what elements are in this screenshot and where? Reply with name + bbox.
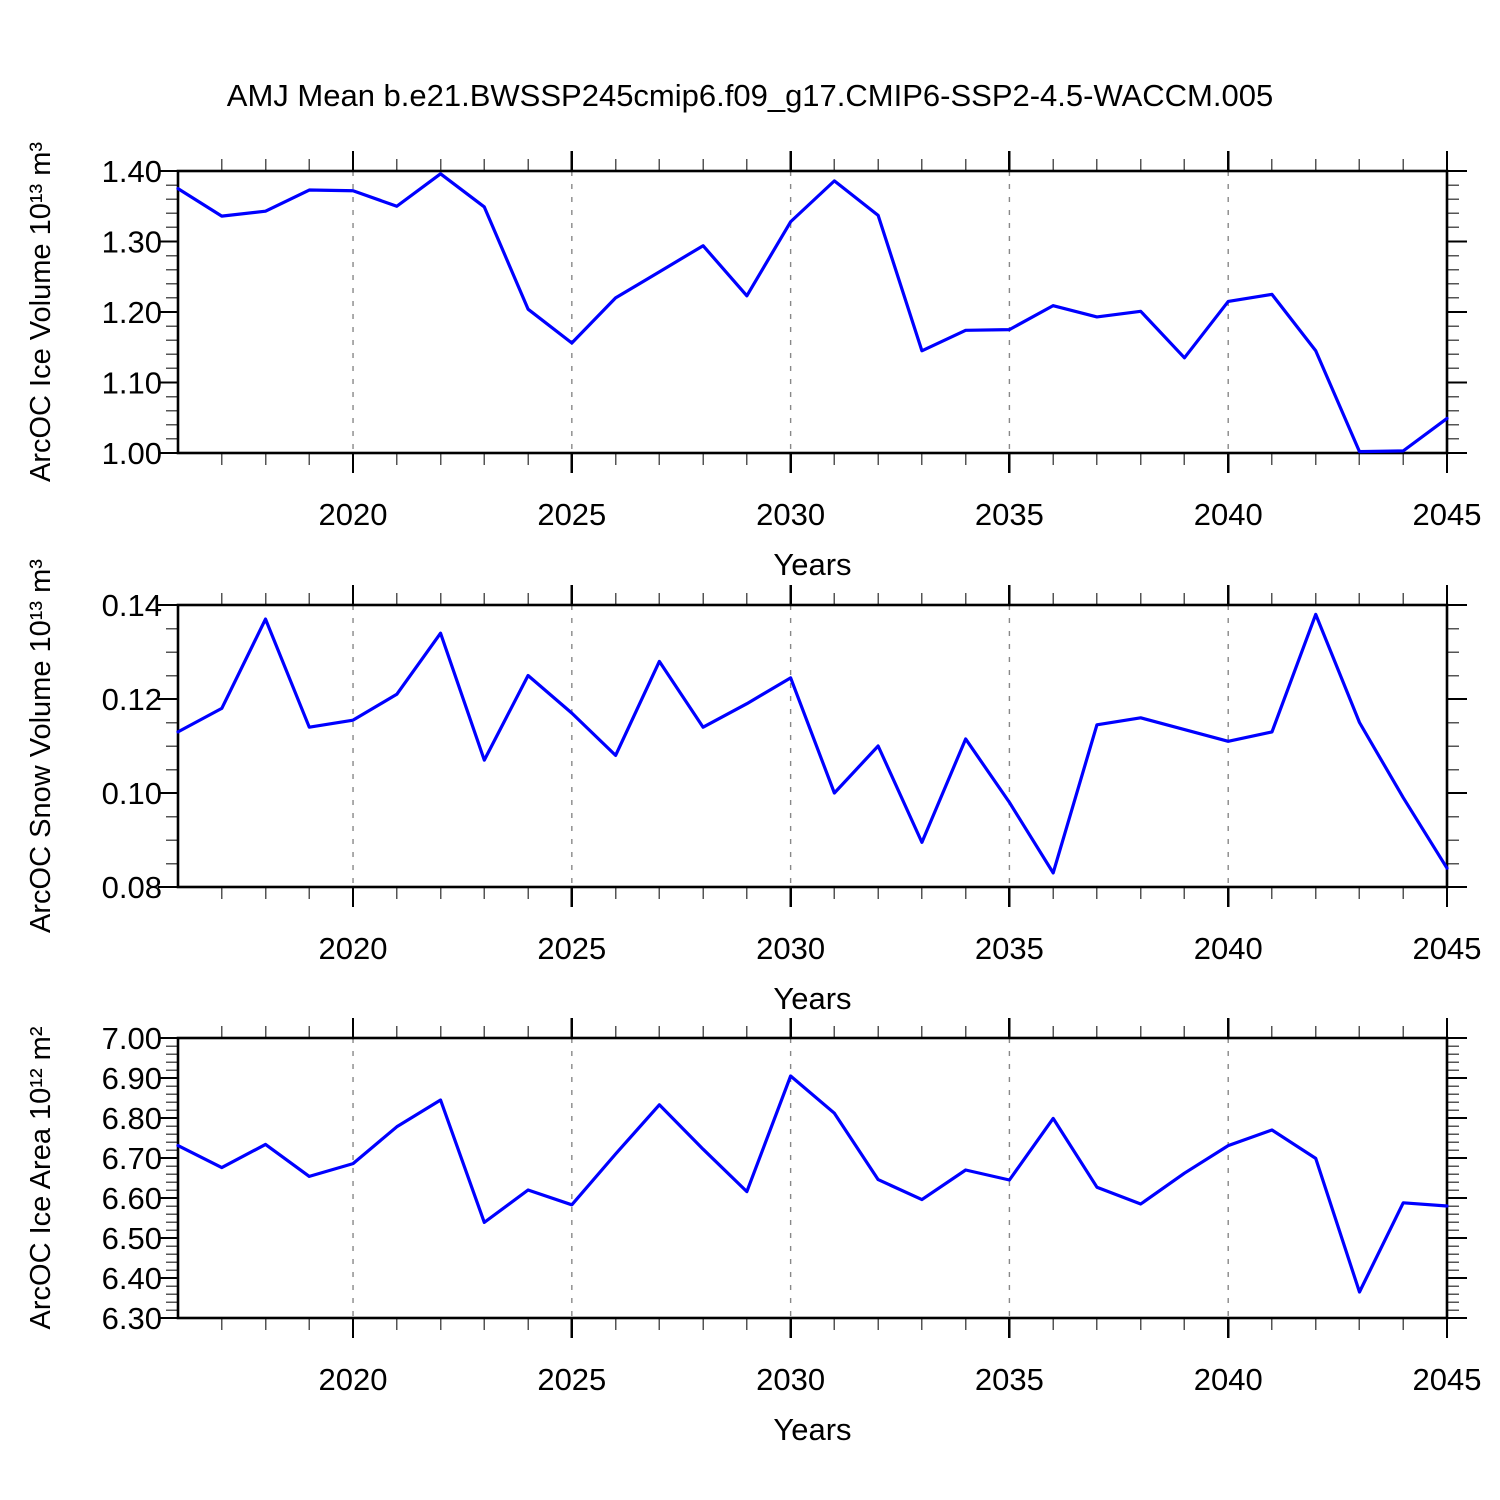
y-tick-label-0.10: 0.10	[102, 776, 162, 811]
x-tick-label-2040: 2040	[1194, 1362, 1263, 1397]
x-tick-label-2025: 2025	[537, 931, 606, 966]
x-tick-labels: 2020 2025 2030 2035 2040 2045	[319, 1362, 1482, 1397]
x-axis-title: Years	[773, 547, 851, 582]
y-axis-title-snow-volume: ArcOC Snow Volume 10¹³ m³	[25, 559, 57, 933]
x-tick-label-2035: 2035	[975, 1362, 1044, 1397]
x-tick-label-2040: 2040	[1194, 497, 1263, 532]
major-ticks	[158, 585, 1467, 907]
panel-frame	[176, 603, 1449, 889]
y-tick-labels: 6.30 6.40 6.50 6.60 6.70 6.80 6.90 7.00	[102, 1021, 162, 1336]
y-axis-title-ice-area: ArcOC Ice Area 10¹² m²	[25, 1026, 57, 1329]
panel-ice-volume: 1.00 1.10 1.20 1.30 1.40 2020 2025 2030 2035 2040…	[25, 142, 1481, 582]
panel-ice-area: 6.30 6.40 6.50 6.60 6.70 6.80 6.90 7.00 2020 2025…	[25, 1018, 1481, 1447]
x-axis-title: Years	[773, 1412, 851, 1447]
minor-ticks	[166, 593, 1459, 899]
y-tick-label-1.40: 1.40	[102, 154, 162, 189]
major-ticks	[158, 1018, 1467, 1338]
x-tick-label-2045: 2045	[1413, 497, 1482, 532]
chart-title: AMJ Mean b.e21.BWSSP245cmip6.f09_g17.CMI…	[226, 78, 1274, 113]
ice-volume-line	[176, 172, 1449, 454]
y-tick-labels: 0.08 0.10 0.12 0.14	[102, 588, 162, 905]
y-tick-label-7.00: 7.00	[102, 1021, 162, 1056]
y-tick-label-6.70: 6.70	[102, 1141, 162, 1176]
y-tick-labels: 1.00 1.10 1.20 1.30 1.40	[102, 154, 162, 471]
snow-volume-line	[176, 612, 1449, 875]
major-ticks	[158, 151, 1467, 473]
y-tick-label-1.10: 1.10	[102, 366, 162, 401]
panel-snow-volume: 0.08 0.10 0.12 0.14 2020 2025 2030 2035 2040 2045…	[25, 559, 1481, 1016]
y-tick-label-6.50: 6.50	[102, 1221, 162, 1256]
x-tick-label-2025: 2025	[537, 497, 606, 532]
y-tick-label-6.30: 6.30	[102, 1301, 162, 1336]
y-tick-label-6.80: 6.80	[102, 1101, 162, 1136]
y-tick-label-0.12: 0.12	[102, 682, 162, 717]
y-tick-label-6.90: 6.90	[102, 1061, 162, 1096]
minor-ticks	[166, 1026, 1459, 1330]
y-tick-label-1.30: 1.30	[102, 225, 162, 260]
x-tick-label-2020: 2020	[319, 497, 388, 532]
y-tick-label-6.60: 6.60	[102, 1181, 162, 1216]
panel-frame	[176, 169, 1449, 455]
gridlines	[352, 171, 1229, 453]
panel-frame	[176, 1036, 1449, 1320]
x-tick-labels: 2020 2025 2030 2035 2040 2045	[319, 931, 1482, 966]
x-tick-label-2020: 2020	[319, 931, 388, 966]
x-tick-label-2045: 2045	[1413, 1362, 1482, 1397]
x-tick-label-2045: 2045	[1413, 931, 1482, 966]
x-tick-label-2030: 2030	[756, 497, 825, 532]
y-tick-label-0.08: 0.08	[102, 870, 162, 905]
x-tick-labels: 2020 2025 2030 2035 2040 2045	[319, 497, 1482, 532]
y-tick-label-6.40: 6.40	[102, 1261, 162, 1296]
x-axis-title: Years	[773, 981, 851, 1016]
gridlines	[352, 605, 1229, 887]
y-axis-title-ice-volume: ArcOC Ice Volume 10¹³ m³	[25, 142, 57, 482]
y-tick-label-1.20: 1.20	[102, 295, 162, 330]
x-tick-label-2040: 2040	[1194, 931, 1263, 966]
x-tick-label-2025: 2025	[537, 1362, 606, 1397]
x-tick-label-2035: 2035	[975, 497, 1044, 532]
x-tick-label-2035: 2035	[975, 931, 1044, 966]
x-tick-label-2030: 2030	[756, 1362, 825, 1397]
x-tick-label-2020: 2020	[319, 1362, 388, 1397]
y-tick-label-1.00: 1.00	[102, 436, 162, 471]
y-tick-label-0.14: 0.14	[102, 588, 162, 623]
minor-ticks	[166, 159, 1459, 465]
x-tick-label-2030: 2030	[756, 931, 825, 966]
ice-area-line	[176, 1074, 1449, 1294]
